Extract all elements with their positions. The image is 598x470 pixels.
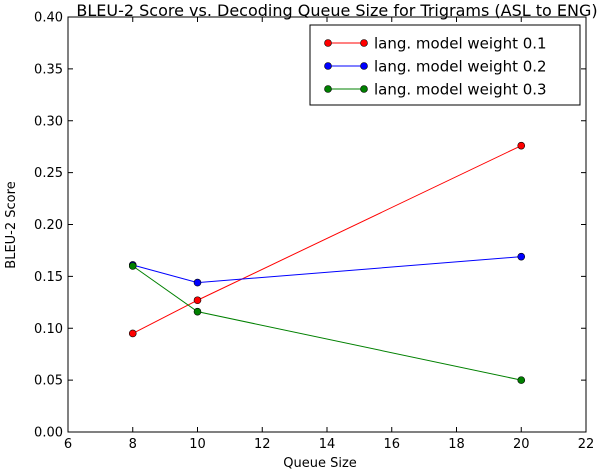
x-tick-label: 18 — [448, 437, 465, 452]
x-tick-label: 16 — [383, 437, 400, 452]
y-tick-label: 0.15 — [34, 270, 63, 285]
y-tick-label: 0.05 — [34, 374, 63, 389]
y-tick-label: 0.10 — [34, 322, 63, 337]
legend-marker — [324, 62, 332, 70]
legend-label: lang. model weight 0.1 — [374, 35, 547, 53]
series-3 — [128, 262, 526, 384]
data-point — [193, 307, 202, 316]
x-tick-label: 22 — [578, 437, 595, 452]
legend-marker — [324, 85, 332, 93]
legend-marker — [360, 39, 368, 47]
x-tick-label: 10 — [189, 437, 206, 452]
x-axis-title: Queue Size — [283, 456, 357, 470]
data-point — [517, 141, 526, 150]
data-point — [517, 252, 526, 261]
legend-item: lang. model weight 0.3 — [324, 81, 547, 99]
data-point — [128, 329, 137, 338]
y-axis-title: BLEU-2 Score — [4, 181, 19, 268]
legend-marker — [360, 62, 368, 70]
series-2 — [128, 252, 526, 287]
x-tick-label: 12 — [254, 437, 271, 452]
y-tick-label: 0.30 — [34, 114, 63, 129]
legend-label: lang. model weight 0.3 — [374, 81, 547, 99]
chart-title: BLEU-2 Score vs. Decoding Queue Size for… — [76, 1, 597, 20]
legend: lang. model weight 0.1 lang. model weight… — [309, 24, 581, 106]
legend-item: lang. model weight 0.2 — [324, 58, 547, 76]
data-point — [193, 296, 202, 305]
data-point — [193, 278, 202, 287]
y-tick-label: 0.20 — [34, 218, 63, 233]
x-tick-label: 14 — [319, 437, 336, 452]
y-axis-ticks: 0.00 0.05 0.10 0.15 0.20 0.25 0.30 0.35 0.40 — [34, 11, 586, 441]
plot-frame — [67, 16, 587, 433]
x-tick-label: 6 — [64, 437, 72, 452]
series-line — [132, 256, 522, 284]
x-tick-label: 8 — [129, 437, 137, 452]
y-tick-label: 0.35 — [34, 62, 63, 77]
series-line — [132, 145, 522, 334]
x-tick-label: 20 — [513, 437, 530, 452]
data-point — [517, 376, 526, 384]
data-point — [128, 262, 137, 270]
legend-box — [309, 24, 581, 106]
legend-marker — [360, 85, 368, 93]
legend-item: lang. model weight 0.1 — [324, 35, 547, 53]
series-1 — [128, 141, 526, 338]
x-axis-ticks: 6 8 10 12 14 16 18 20 22 — [64, 17, 594, 452]
y-tick-label: 0.25 — [34, 166, 63, 181]
legend-label: lang. model weight 0.2 — [374, 58, 547, 76]
y-tick-label: 0.00 — [34, 426, 63, 441]
series-layer — [128, 141, 526, 384]
series-line — [132, 265, 522, 381]
legend-marker — [324, 39, 332, 47]
y-tick-label: 0.40 — [34, 11, 63, 26]
